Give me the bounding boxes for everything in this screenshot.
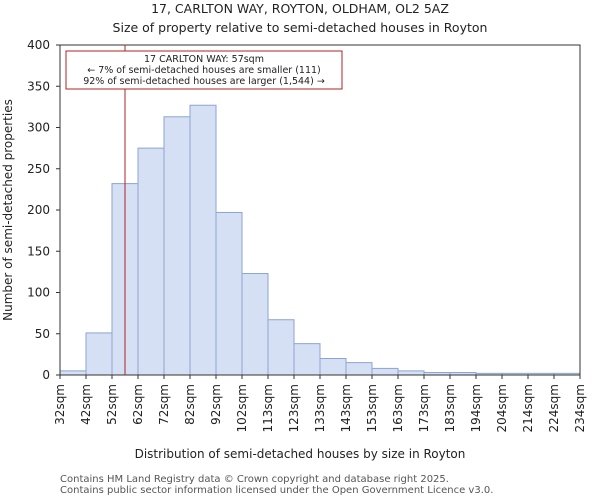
bar: [267, 319, 295, 376]
x-tick-label: 102sqm: [235, 384, 249, 432]
footer-licence: Contains public sector information licen…: [60, 485, 494, 496]
bars: [59, 104, 581, 376]
y-tick-label: 100: [27, 286, 50, 300]
x-tick-label: 42sqm: [79, 384, 93, 425]
bar: [137, 147, 165, 376]
x-tick-label: 72sqm: [157, 384, 171, 425]
x-tick-label: 163sqm: [391, 384, 405, 432]
bar: [241, 273, 269, 376]
x-tick-label: 224sqm: [547, 384, 561, 432]
bar: [345, 362, 373, 376]
x-tick-label: 113sqm: [261, 384, 275, 432]
x-axis-ticks: 32sqm 42sqm 52sqm 62sqm 72sqm 82sqm 92sqm 102sq…: [53, 375, 587, 432]
x-tick-label: 52sqm: [105, 384, 119, 425]
bar: [319, 358, 347, 376]
x-tick-label: 173sqm: [417, 384, 431, 432]
x-tick-label: 32sqm: [53, 384, 67, 425]
y-tick-label: 200: [27, 203, 50, 217]
plot-frame: [59, 44, 581, 376]
bar: [371, 367, 399, 376]
x-tick-label: 183sqm: [443, 384, 457, 432]
x-tick-label: 92sqm: [209, 384, 223, 425]
y-tick-label: 250: [27, 162, 50, 176]
annotation-line-3: 92% of semi-detached houses are larger (…: [83, 76, 325, 87]
annotation-box: [65, 50, 343, 90]
y-tick-label: 50: [35, 327, 50, 341]
annotation-line-1: 17 CARLTON WAY: 57sqm: [144, 54, 264, 65]
footer-copyright: Contains HM Land Registry data © Crown c…: [60, 474, 449, 485]
annotation-line-2: ← 7% of semi-detached houses are smaller…: [87, 65, 321, 76]
bar: [189, 104, 217, 376]
bar: [293, 343, 321, 376]
y-tick-label: 300: [27, 121, 50, 135]
x-axis-label: Distribution of semi-detached houses by …: [135, 447, 466, 461]
x-tick-label: 204sqm: [495, 384, 509, 432]
bar: [397, 370, 425, 376]
bar: [163, 116, 191, 376]
y-tick-label: 400: [27, 38, 50, 52]
x-tick-label: 123sqm: [287, 384, 301, 432]
y-axis-ticks: 0 50 100 150 200 250 300 350 400: [27, 38, 60, 382]
y-tick-label: 0: [42, 368, 50, 382]
y-tick-label: 350: [27, 79, 50, 93]
y-tick-label: 150: [27, 244, 50, 258]
bar: [59, 370, 87, 376]
x-tick-label: 143sqm: [339, 384, 353, 432]
x-tick-label: 62sqm: [131, 384, 145, 425]
bar: [215, 211, 243, 376]
bar: [85, 332, 113, 376]
x-tick-label: 153sqm: [365, 384, 379, 432]
chart-title-line-2: Size of property relative to semi-detach…: [113, 20, 488, 35]
x-tick-label: 214sqm: [521, 384, 535, 432]
x-tick-label: 194sqm: [469, 384, 483, 432]
y-axis-label: Number of semi-detached properties: [1, 99, 15, 321]
x-tick-label: 82sqm: [183, 384, 197, 425]
x-tick-label: 234sqm: [573, 384, 587, 432]
chart-title-line-1: 17, CARLTON WAY, ROYTON, OLDHAM, OL2 5AZ: [151, 1, 449, 16]
x-tick-label: 133sqm: [313, 384, 327, 432]
